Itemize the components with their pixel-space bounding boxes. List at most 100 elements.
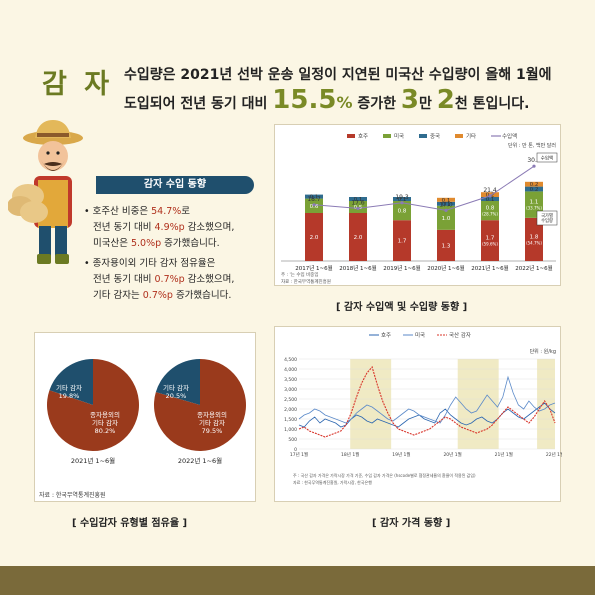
pie-small-value: 20.5% (166, 392, 187, 400)
pie-year: 2022년 1~6월 (178, 456, 222, 465)
pie-small-value: 19.8% (59, 392, 80, 400)
bar-label: 1.1 (530, 200, 539, 206)
legend-swatch (455, 134, 463, 138)
bar-label: 1.7 (398, 239, 407, 245)
page-title: 감 자 (42, 69, 114, 100)
y-tick-label: 4,500 (284, 357, 297, 363)
x-tick-label: 17년 1월 (290, 451, 308, 458)
bar-호주 (481, 220, 499, 261)
series-국산 감자 (298, 365, 556, 438)
bar-share-label: (33.7%) (526, 206, 542, 211)
bar-기타 (525, 181, 543, 187)
headline-n2: 2 (436, 85, 455, 115)
series-호주 (298, 402, 556, 428)
bar-label: 2.0 (310, 235, 319, 241)
bar-label: 1.8 (530, 234, 539, 240)
volume-box-label: 수입량 (541, 217, 553, 224)
chart-note: 주 : '는 수입 비중임 (281, 271, 318, 278)
chart-note: 주 : 국산 감자 가격은 가락시장 가격 기준, 수입 감자 가격은 (hsc… (293, 472, 476, 478)
pie-caption: [ 수입감자 유형별 점유율 ] (72, 518, 188, 529)
bullet-text: 전년 동기 대비 (93, 222, 155, 233)
chart-unit: 단위 : 원/kg (530, 348, 556, 355)
bar-중국 (525, 186, 543, 192)
line-value-label: 19.3 (395, 194, 409, 201)
bar-미국 (437, 205, 455, 230)
legend-label: 호주 (358, 133, 368, 140)
headline-pct: 15.5 (272, 85, 337, 115)
headline-line1: 수입량은 2021년 선박 운송 일정이 지연된 미국산 수입량이 올해 1월에 (124, 67, 552, 83)
series-미국 (298, 375, 556, 424)
bar-중국 (349, 197, 367, 201)
pie-big-value: 80.2% (95, 427, 116, 435)
bullet-line: 전년 동기 대비 0.7%p 감소했으며, (84, 272, 234, 288)
bar-미국 (393, 201, 411, 221)
bullet-highlight: 0.7%p (142, 290, 173, 301)
bar-호주 (437, 229, 455, 261)
bullet-line: 미국산은 5.0%p 증가했습니다. (84, 236, 234, 252)
bar-share-label: (28.7%) (482, 212, 498, 217)
import-trend-heading: 감자 수입 동향 (96, 176, 254, 194)
line-point (444, 208, 448, 212)
bar-중국 (437, 201, 455, 206)
x-tick-label: 2022년 1~6월 (515, 264, 552, 272)
pie-year: 2021년 1~6월 (71, 456, 115, 465)
volume-box-label: 국가별 (541, 212, 553, 219)
bullet-highlight: 5.0%p (130, 238, 162, 249)
y-tick-label: 2,000 (284, 407, 297, 413)
import-chart-panel: 호주 미국 중국 기타 수입액 단위 : 만 톤, 백만 달러 2.0 0.6 0.1 2017년… (274, 124, 561, 286)
line-수입액 (313, 165, 535, 211)
bullet-highlight: 0.7%p (154, 274, 185, 285)
line-value-label: 30.4 (527, 157, 541, 164)
bullet-text: 증가했습니다. (172, 290, 232, 301)
bullet-line: • 종자용이외 기타 감자 점유율은 (84, 256, 234, 272)
y-tick-label: 1,000 (284, 427, 297, 433)
bar-중국 (481, 197, 499, 201)
y-tick-label: 4,000 (284, 367, 297, 373)
line-point (488, 194, 492, 198)
bar-label: 0.1 (310, 195, 319, 201)
price-chart-caption: [ 감자 가격 동향 ] (372, 518, 451, 529)
bar-label: 0.6 (310, 204, 319, 210)
season-band (457, 359, 499, 449)
legend-label: 중국 (430, 133, 440, 140)
headline-unit: 천 톤 (454, 96, 486, 112)
bar-호주 (393, 220, 411, 261)
bar-호주 (305, 213, 323, 261)
x-tick-label: 19년 1월 (392, 451, 410, 458)
bar-label: 0.1 (442, 202, 451, 208)
y-tick-label: 500 (288, 437, 297, 443)
legend-swatch (419, 134, 427, 138)
bar-label: 0.2 (530, 182, 539, 188)
y-tick-label: 0 (294, 447, 297, 453)
headline-text: 입니다. (485, 96, 530, 112)
x-tick-label: 21년 1월 (495, 451, 513, 458)
bullet-text: 미국산은 (93, 238, 131, 249)
x-tick-label: 2021년 1~6월 (471, 264, 508, 272)
bar-share-label: (54.7%) (526, 240, 542, 245)
bar-label: 0.2 (530, 187, 539, 193)
bullet-text: • 호주산 비중은 (84, 206, 152, 217)
bullet-text: 전년 동기 대비 (93, 274, 155, 285)
pie-big-label: 기타 감자 (199, 418, 225, 427)
price-chart-panel: 호주 미국 국산 감자 단위 : 원/kg 4,500 4,000 3,500 3,000 2,… (274, 326, 564, 502)
farmer-illustration (8, 120, 83, 264)
y-tick-label: 2,500 (284, 397, 297, 403)
y-tick-label: 1,500 (284, 417, 297, 423)
pie-panel: 기타 감자 19.8% 종자용외의 기타 감자 80.2% 2021년 1~6월 기타 감자… (34, 332, 256, 502)
x-tick-label: 22년 1월 (546, 451, 562, 458)
line-point (400, 201, 404, 205)
line-value-label: 17.0 (439, 201, 453, 208)
x-tick-label: 2017년 1~6월 (295, 264, 332, 272)
headline-n1: 3 (400, 85, 419, 115)
pie-big-value: 79.5% (202, 427, 223, 435)
bar-기타 (437, 197, 455, 202)
chart-source: 자료 : 한국무역통계진흥원 (281, 278, 331, 285)
pie-small-label: 기타 감자 (163, 383, 189, 392)
pie-slice-small (49, 359, 93, 405)
bullet-line: • 호주산 비중은 54.7%로 (84, 204, 234, 220)
line-point (356, 206, 360, 211)
footer-band (0, 566, 595, 595)
legend-swatch (347, 134, 355, 138)
